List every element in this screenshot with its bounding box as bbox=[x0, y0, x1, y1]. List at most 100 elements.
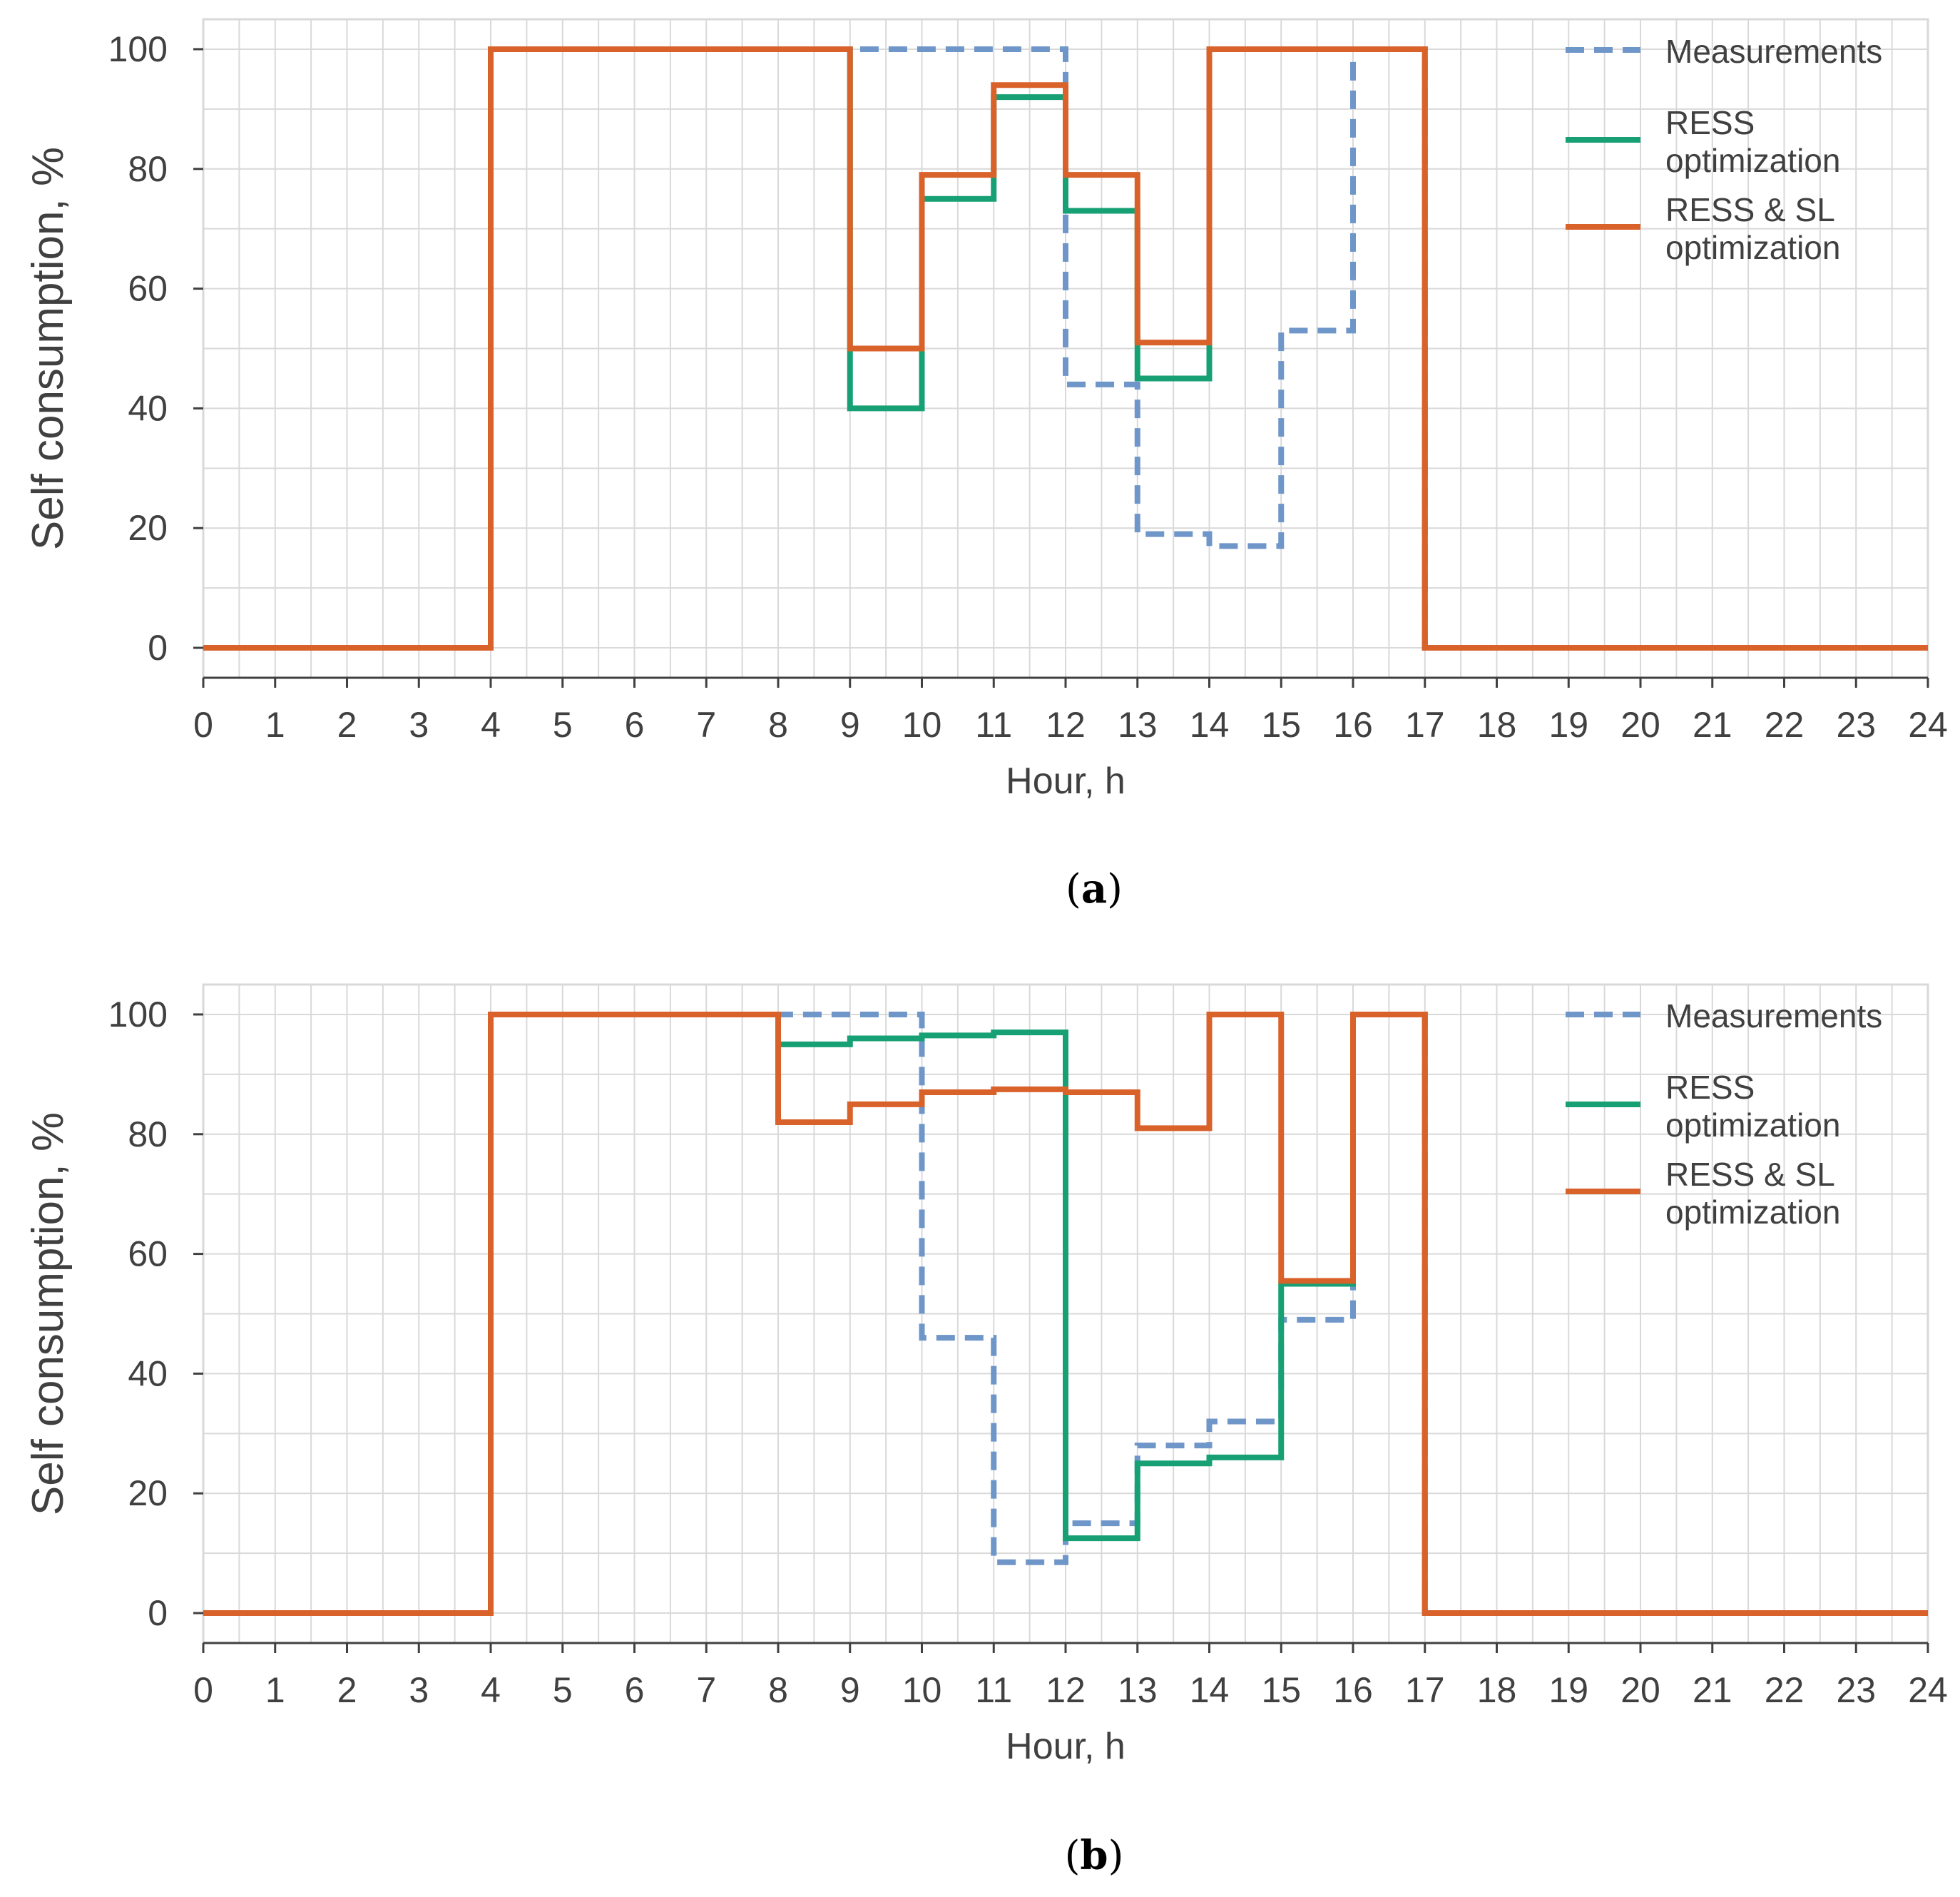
caption-close-paren: ) bbox=[1108, 1833, 1124, 1879]
legend-label-ress_sl: RESS & SL optimization bbox=[1665, 191, 1840, 266]
x-tick-label: 14 bbox=[1190, 1670, 1230, 1710]
x-tick-label: 3 bbox=[409, 1670, 429, 1710]
x-tick-label: 18 bbox=[1477, 705, 1517, 745]
x-tick-label: 20 bbox=[1620, 1670, 1660, 1710]
x-tick-label: 6 bbox=[625, 705, 645, 745]
x-tick-label: 20 bbox=[1620, 705, 1660, 745]
x-tick-label: 8 bbox=[768, 1670, 788, 1710]
labels-layer: Hour, h Self consumption, % bbox=[24, 1112, 1126, 1767]
x-axis-label: Hour, h bbox=[1006, 1726, 1126, 1767]
legend-label-line: RESS bbox=[1665, 104, 1755, 141]
x-tick-label: 23 bbox=[1836, 1670, 1876, 1710]
caption-close-paren: ) bbox=[1107, 866, 1123, 912]
legend-label-line: RESS & SL bbox=[1665, 1156, 1835, 1193]
chart-panel-b: 0 1 2 3 4 5 6 7 8 9 10 11 12 13 14 15 16 17 18 19 20 21 22 23 24… bbox=[24, 983, 1948, 1879]
caption-letter: a bbox=[1081, 865, 1107, 912]
labels-layer: Hour, h Self consumption, % bbox=[24, 147, 1126, 802]
x-tick-label: 1 bbox=[265, 705, 285, 745]
series-layer bbox=[203, 1011, 1928, 1617]
x-tick-label: 7 bbox=[696, 1670, 716, 1710]
legend-label-ress: RESS optimization bbox=[1665, 104, 1840, 179]
x-tick-label: 9 bbox=[840, 705, 860, 745]
legend-label-ress_sl: RESS & SL optimization bbox=[1665, 1156, 1840, 1231]
x-tick-label: 16 bbox=[1333, 705, 1373, 745]
x-tick-label: 0 bbox=[193, 1670, 213, 1710]
axes-layer: 0 1 2 3 4 5 6 7 8 9 10 11 12 13 14 15 16 17 18 19 20 21 22 23 24… bbox=[108, 995, 1948, 1710]
legend-label-line: RESS bbox=[1665, 1069, 1755, 1106]
x-tick-label: 16 bbox=[1333, 1670, 1373, 1710]
legend-label-line: Measurements bbox=[1665, 33, 1882, 70]
y-tick-label: 20 bbox=[128, 508, 168, 548]
x-tick-label: 23 bbox=[1836, 705, 1876, 745]
y-tick-label: 0 bbox=[148, 628, 168, 668]
legend-label-line: optimization bbox=[1665, 1107, 1840, 1144]
y-tick-label: 20 bbox=[128, 1473, 168, 1513]
x-tick-label: 18 bbox=[1477, 1670, 1517, 1710]
legend-label-line: RESS & SL bbox=[1665, 191, 1835, 228]
x-tick-label: 24 bbox=[1908, 705, 1948, 745]
x-tick-label: 24 bbox=[1908, 1670, 1948, 1710]
caption-letter: b bbox=[1080, 1832, 1108, 1879]
legend-label-line: Measurements bbox=[1665, 997, 1882, 1034]
x-tick-label: 13 bbox=[1118, 1670, 1158, 1710]
series-layer bbox=[203, 46, 1928, 651]
x-tick-label: 17 bbox=[1405, 705, 1445, 745]
panel-caption: (a) bbox=[1066, 865, 1123, 912]
x-tick-label: 22 bbox=[1765, 705, 1805, 745]
y-axis-label: Self consumption, % bbox=[24, 147, 73, 550]
x-tick-label: 21 bbox=[1693, 705, 1732, 745]
x-tick-label: 5 bbox=[553, 705, 573, 745]
x-tick-label: 1 bbox=[265, 1670, 285, 1710]
y-tick-label: 100 bbox=[108, 995, 168, 1034]
x-tick-label: 3 bbox=[409, 705, 429, 745]
x-axis-label: Hour, h bbox=[1006, 761, 1126, 802]
x-tick-label: 21 bbox=[1693, 1670, 1732, 1710]
y-tick-label: 80 bbox=[128, 1114, 168, 1154]
x-tick-label: 9 bbox=[840, 1670, 860, 1710]
caption-open-paren: ( bbox=[1066, 866, 1081, 912]
legend-label-line: optimization bbox=[1665, 142, 1840, 179]
y-tick-label: 40 bbox=[128, 388, 168, 428]
x-tick-label: 15 bbox=[1261, 1670, 1301, 1710]
x-tick-label: 19 bbox=[1548, 705, 1588, 745]
x-tick-label: 15 bbox=[1261, 705, 1301, 745]
y-tick-label: 100 bbox=[108, 29, 168, 69]
x-tick-label: 4 bbox=[481, 705, 501, 745]
x-tick-label: 7 bbox=[696, 705, 716, 745]
y-tick-label: 60 bbox=[128, 269, 168, 309]
legend-label-line: optimization bbox=[1665, 1194, 1840, 1231]
series-line-ress_sl bbox=[203, 1011, 1928, 1617]
legend-label-measurements: Measurements bbox=[1665, 997, 1882, 1034]
y-tick-label: 80 bbox=[128, 149, 168, 189]
y-tick-label: 40 bbox=[128, 1353, 168, 1393]
panel-caption: (b) bbox=[1065, 1832, 1124, 1879]
series-line-ress_sl bbox=[203, 46, 1928, 651]
axes-layer: 0 1 2 3 4 5 6 7 8 9 10 11 12 13 14 15 16 17 18 19 20 21 22 23 24… bbox=[108, 29, 1948, 745]
x-tick-label: 19 bbox=[1548, 1670, 1588, 1710]
x-tick-label: 12 bbox=[1046, 705, 1086, 745]
x-tick-label: 4 bbox=[481, 1670, 501, 1710]
y-tick-label: 60 bbox=[128, 1234, 168, 1274]
x-tick-label: 17 bbox=[1405, 1670, 1445, 1710]
x-tick-label: 6 bbox=[625, 1670, 645, 1710]
y-tick-label: 0 bbox=[148, 1593, 168, 1633]
x-tick-label: 12 bbox=[1046, 1670, 1086, 1710]
x-tick-label: 22 bbox=[1765, 1670, 1805, 1710]
x-tick-label: 10 bbox=[902, 705, 942, 745]
x-tick-label: 0 bbox=[193, 705, 213, 745]
x-tick-label: 13 bbox=[1118, 705, 1158, 745]
x-tick-label: 5 bbox=[553, 1670, 573, 1710]
x-tick-label: 2 bbox=[337, 705, 357, 745]
caption-open-paren: ( bbox=[1065, 1833, 1081, 1879]
y-axis-label: Self consumption, % bbox=[24, 1112, 73, 1515]
chart-panel-a: 0 1 2 3 4 5 6 7 8 9 10 11 12 13 14 15 16 17 18 19 20 21 22 23 24… bbox=[24, 18, 1948, 912]
x-tick-label: 11 bbox=[975, 705, 1012, 745]
legend-label-line: optimization bbox=[1665, 229, 1840, 266]
x-tick-label: 2 bbox=[337, 1670, 357, 1710]
legend-label-measurements: Measurements bbox=[1665, 33, 1882, 70]
x-tick-label: 8 bbox=[768, 705, 788, 745]
